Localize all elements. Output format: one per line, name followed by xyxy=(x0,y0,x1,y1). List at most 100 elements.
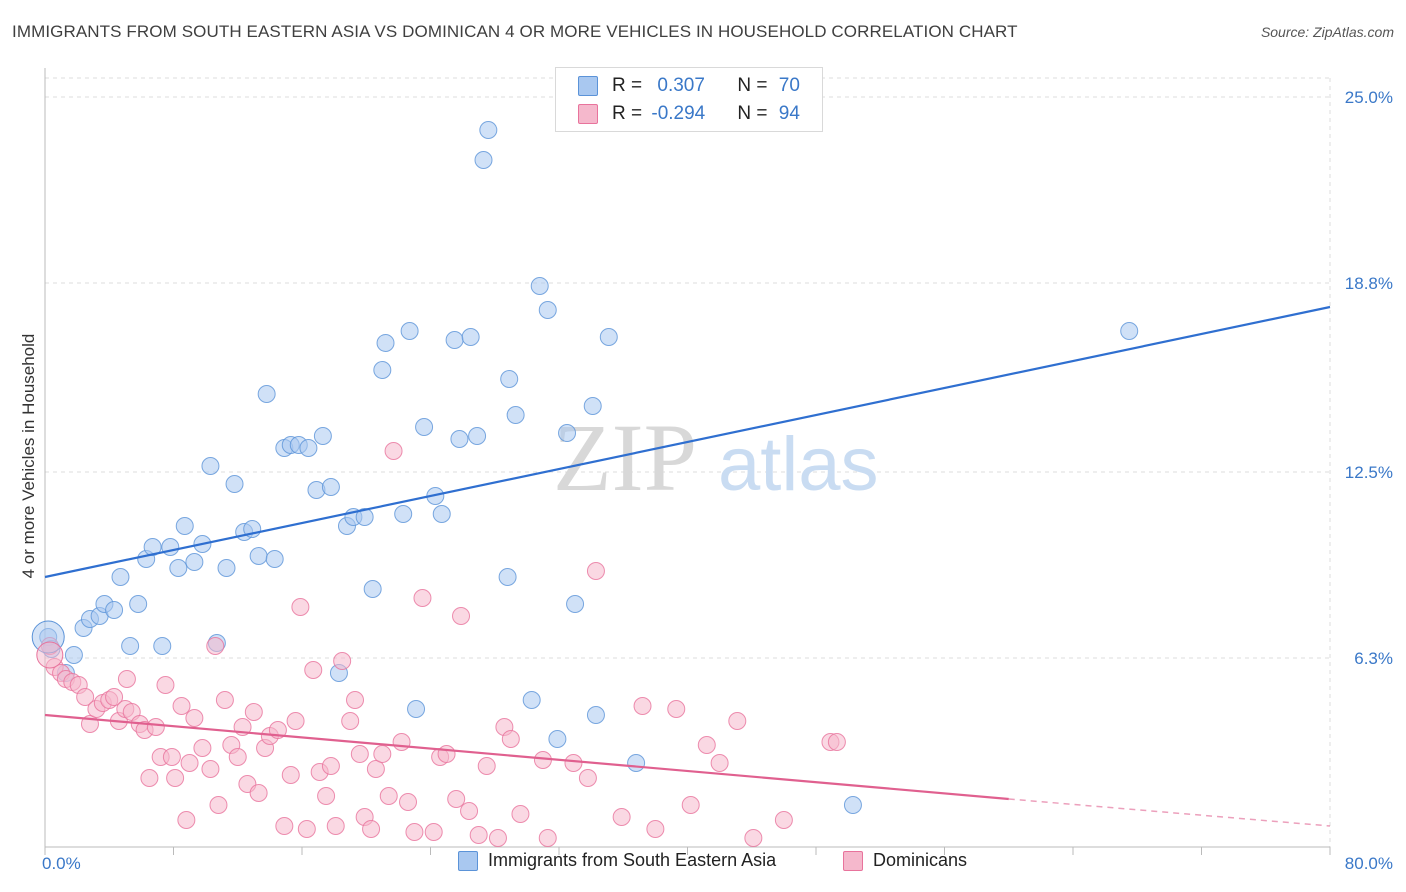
y-tick-label: 12.5% xyxy=(1345,463,1393,482)
asia-point xyxy=(506,406,525,424)
legend-r-label: R = xyxy=(612,103,648,124)
dominican-point xyxy=(291,598,310,616)
legend-row-asia: R = 0.307 N = 70 xyxy=(578,73,800,99)
legend-n-value: 94 xyxy=(778,103,800,124)
asia-point xyxy=(64,646,83,664)
asia-point xyxy=(474,151,493,169)
dominican-point xyxy=(228,748,247,766)
asia-point xyxy=(843,796,862,814)
legend-r-label: R = xyxy=(612,75,648,96)
chart-source: Source: ZipAtlas.com xyxy=(1260,24,1394,40)
dominican-point xyxy=(215,691,234,709)
dominican-point xyxy=(281,766,300,784)
dominican-point xyxy=(321,757,340,775)
asia-point xyxy=(468,427,487,445)
chart-title: IMMIGRANTS FROM SOUTH EASTERN ASIA VS DO… xyxy=(12,22,1018,41)
dominican-point xyxy=(304,661,323,679)
dominican-point xyxy=(405,823,424,841)
dominican-point xyxy=(633,697,652,715)
axis-ticks: 6.3% 12.5% 18.8% 25.0% 0.0% 80.0% xyxy=(42,88,1393,873)
dominican-point xyxy=(586,562,605,580)
dominican-point xyxy=(373,745,392,763)
legend-r-value: 0.307 xyxy=(657,75,705,96)
dominican-point xyxy=(413,589,432,607)
asia-point xyxy=(599,328,618,346)
dominican-point xyxy=(162,748,181,766)
watermark-atlas: atlas xyxy=(718,422,879,507)
dominican-point xyxy=(172,697,191,715)
dominican-point xyxy=(346,691,365,709)
asia-point xyxy=(153,637,172,655)
asia-point xyxy=(313,427,332,445)
dominican-point xyxy=(646,820,665,838)
asia-point xyxy=(394,505,413,523)
dominican-point xyxy=(166,769,185,787)
asia-point xyxy=(522,691,541,709)
asia-point xyxy=(479,121,498,139)
dominican-point xyxy=(180,754,199,772)
dominican-point xyxy=(424,823,443,841)
y-tick-label: 18.8% xyxy=(1345,274,1393,293)
dominican-point xyxy=(399,793,418,811)
dominican-point xyxy=(206,637,225,655)
asia-point xyxy=(548,730,567,748)
dominican-point xyxy=(379,787,398,805)
dominican-point xyxy=(366,760,385,778)
dominican-point xyxy=(350,745,369,763)
dominican-point xyxy=(447,790,466,808)
dominican-point xyxy=(286,712,305,730)
asia-point xyxy=(583,397,602,415)
dominican-point xyxy=(728,712,747,730)
dominican-point xyxy=(76,688,95,706)
dominican-point xyxy=(317,787,336,805)
legend-n-value: 70 xyxy=(778,75,800,96)
dominican-point xyxy=(488,829,507,847)
asia-point xyxy=(432,505,451,523)
asia-point xyxy=(355,508,374,526)
dominican-point xyxy=(362,820,381,838)
dominican-point xyxy=(538,829,557,847)
dominican-point xyxy=(146,718,165,736)
correlation-legend: R = 0.307 N = 70 R = -0.294 N = 94 xyxy=(555,67,823,132)
asia-point xyxy=(450,430,469,448)
dominican-point xyxy=(827,733,846,751)
bottom-legend-dominican-label: Dominicans xyxy=(873,850,968,870)
dominican-point xyxy=(710,754,729,772)
dominican-point xyxy=(667,700,686,718)
asia-point xyxy=(586,706,605,724)
bottom-legend-asia: Immigrants from South Eastern Asia xyxy=(458,850,776,871)
asia-point xyxy=(225,475,244,493)
y-axis-label: 4 or more Vehicles in Household xyxy=(19,334,38,579)
dominican-point xyxy=(460,802,479,820)
asia-point xyxy=(321,478,340,496)
bottom-legend-asia-label: Immigrants from South Eastern Asia xyxy=(488,850,777,870)
asia-point xyxy=(500,370,519,388)
asia-point xyxy=(415,418,434,436)
asia-point xyxy=(111,568,130,586)
dominican-point xyxy=(341,712,360,730)
dominican-point xyxy=(501,730,520,748)
asia-point xyxy=(538,301,557,319)
legend-row-dominican: R = -0.294 N = 94 xyxy=(578,101,800,127)
dominican-point xyxy=(681,796,700,814)
dominican-point xyxy=(697,736,716,754)
asia-point xyxy=(363,580,382,598)
bottom-swatch-dominican xyxy=(843,850,863,871)
asia-point xyxy=(129,595,148,613)
asia-point xyxy=(217,559,236,577)
asia-point xyxy=(265,550,284,568)
legend-swatch-asia xyxy=(578,76,598,96)
dominican-point xyxy=(209,796,228,814)
asia-point xyxy=(498,568,517,586)
dominican-point xyxy=(117,670,136,688)
asia-point xyxy=(121,637,140,655)
trend-lines xyxy=(44,305,1331,827)
dominican-point xyxy=(384,442,403,460)
axes xyxy=(44,68,1331,855)
dominican-point xyxy=(249,784,268,802)
dominican-point xyxy=(612,808,631,826)
dominican-trend-extension xyxy=(1008,798,1331,827)
asia-point xyxy=(566,595,585,613)
asia-point xyxy=(627,754,646,772)
dominican-point xyxy=(275,817,294,835)
